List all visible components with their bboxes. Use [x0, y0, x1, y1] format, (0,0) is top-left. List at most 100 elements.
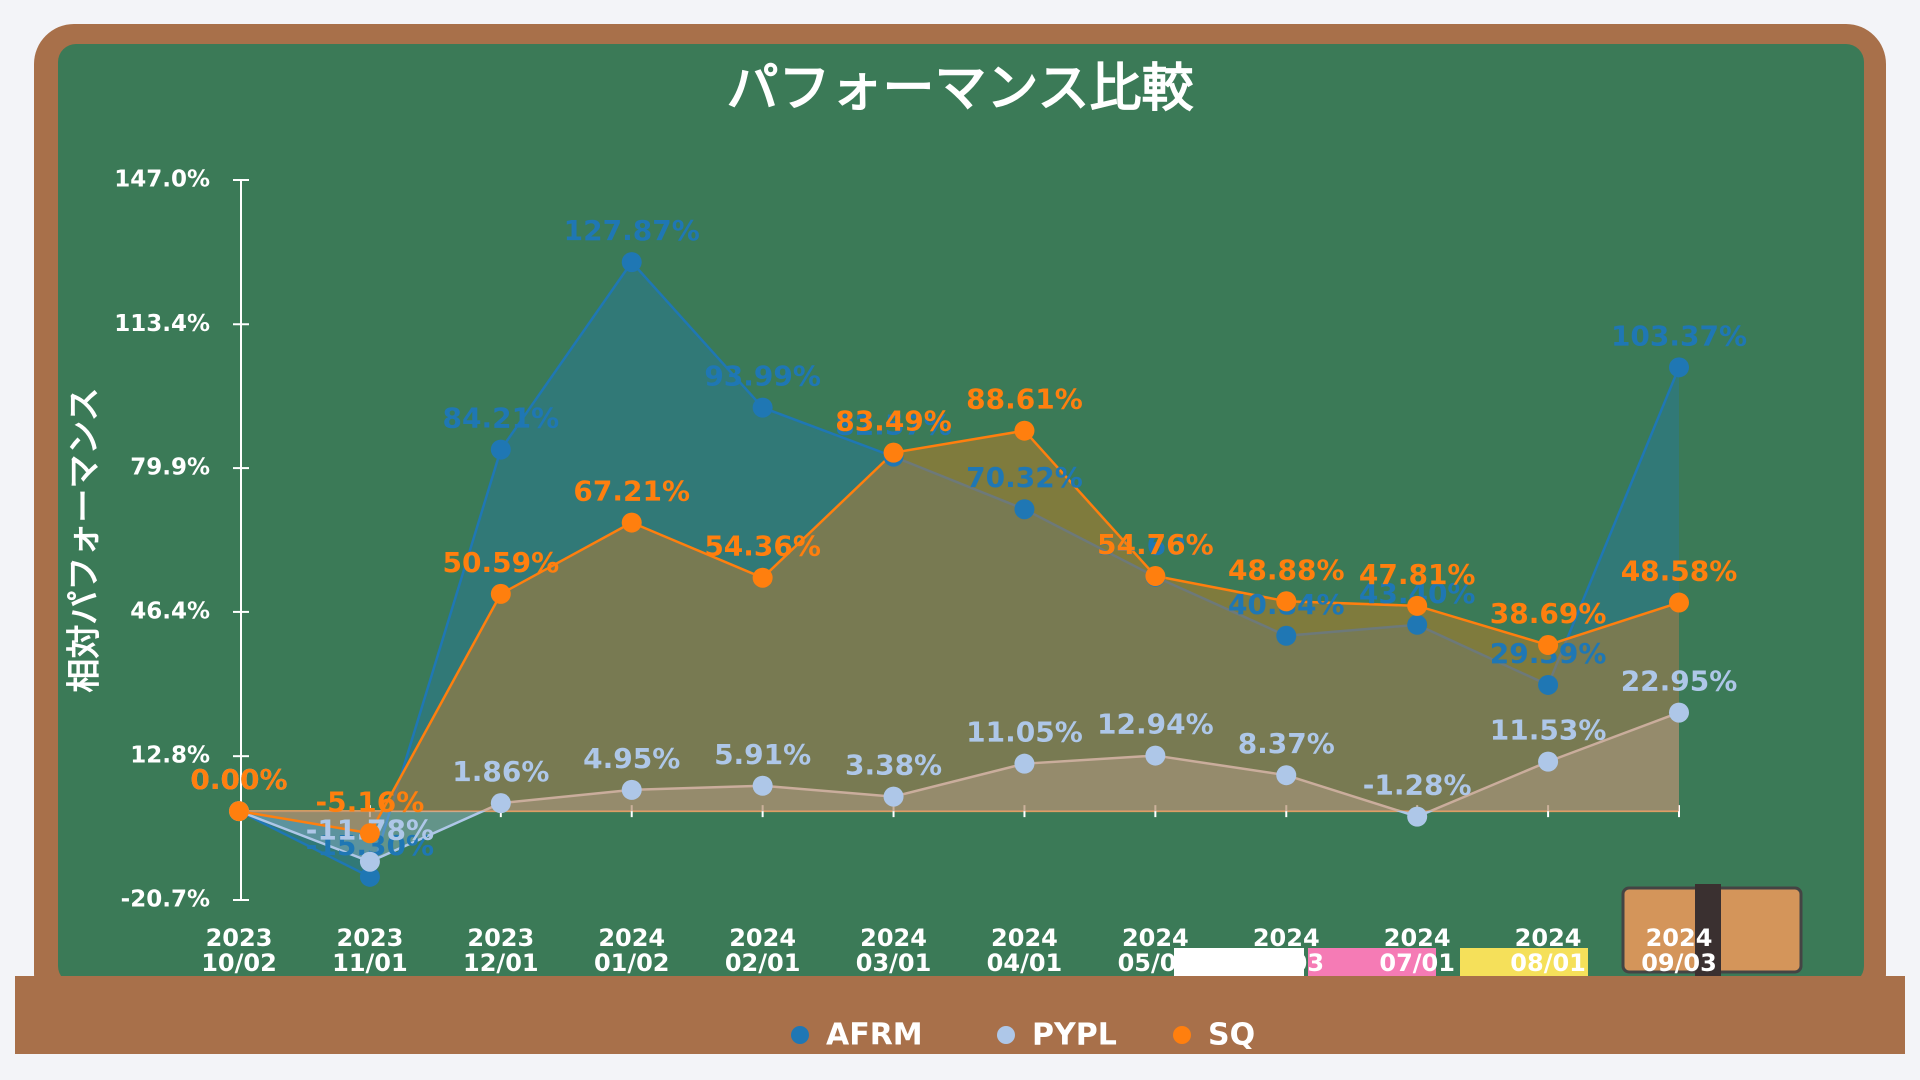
y-tick-label: -20.7% — [121, 887, 210, 913]
data-label: 4.95% — [583, 742, 680, 775]
data-label: 0.00% — [190, 763, 287, 796]
x-tick-label: 2024 01/02 — [593, 924, 670, 977]
y-tick-label: 113.4% — [114, 311, 210, 337]
data-label: 127.87% — [564, 214, 700, 247]
data-label: 82.57% — [835, 409, 952, 442]
x-tick-label: 2024 09/03 — [1641, 924, 1717, 977]
point — [1669, 702, 1689, 723]
x-tick-label: 2024 07/01 — [1379, 924, 1455, 977]
y-tick-label: 79.9% — [130, 455, 210, 481]
point — [1538, 635, 1559, 656]
data-label: 48.58% — [1621, 555, 1738, 588]
point — [490, 439, 511, 460]
point — [229, 801, 249, 822]
area — [239, 712, 1679, 862]
data-label: 47.81% — [1359, 558, 1476, 591]
legend-label: AFRM — [826, 1018, 923, 1053]
point — [1145, 745, 1166, 766]
point — [359, 823, 380, 844]
data-label: 11.05% — [966, 716, 1083, 749]
y-tick-label: 12.8% — [130, 743, 210, 769]
x-tick-label: 2023 10/02 — [201, 924, 277, 977]
data-label: 38.69% — [1490, 597, 1607, 630]
data-label: 88.61% — [966, 383, 1083, 416]
y-tick-label: 46.4% — [130, 598, 210, 624]
point — [1407, 595, 1428, 616]
legend-label: PYPL — [1032, 1018, 1117, 1053]
point — [1014, 499, 1035, 520]
data-label: 54.36% — [704, 530, 821, 563]
legend-marker — [1173, 1026, 1191, 1044]
point — [1276, 765, 1297, 786]
data-label: 84.21% — [443, 402, 560, 435]
board — [58, 44, 1864, 984]
point — [490, 583, 511, 604]
y-axis-label: 相対パフォーマンス — [65, 387, 105, 692]
point — [752, 397, 773, 418]
point — [1407, 614, 1428, 635]
data-label: 0.00% — [190, 763, 287, 796]
data-label: 54.76% — [1097, 528, 1214, 561]
legend: AFRM PYPL SQ — [791, 1018, 1255, 1053]
area — [239, 262, 1679, 877]
plot: -20.7% 12.8% 46.4% 79.9% 113.4% 147.0% 0.00% -1… — [114, 167, 1747, 913]
x-tick-label: 2023 11/01 — [332, 924, 408, 977]
x-tick-label: 2024 02/01 — [724, 924, 801, 977]
legend-label: SQ — [1208, 1018, 1255, 1053]
point — [621, 779, 642, 800]
data-label: 12.94% — [1097, 708, 1214, 741]
data-label: 3.38% — [845, 749, 942, 782]
line — [238, 429, 1680, 835]
data-label: 1.86% — [452, 755, 549, 788]
x-tick-label: 2023 12/01 — [463, 924, 539, 977]
data-label: 67.21% — [573, 475, 690, 508]
point — [1276, 591, 1297, 612]
data-label: 83.49% — [835, 405, 952, 438]
x-tick-label: 2024 08/01 — [1510, 924, 1586, 977]
data-label: -5.16% — [316, 785, 425, 818]
point — [752, 775, 773, 796]
point — [1014, 420, 1035, 441]
point — [359, 851, 380, 872]
data-label: 0.00% — [190, 763, 287, 796]
data-label: 103.37% — [1611, 319, 1747, 352]
shelf — [15, 976, 1905, 1054]
legend-marker — [997, 1026, 1015, 1044]
point — [883, 786, 904, 807]
data-label: 70.32% — [966, 461, 1083, 494]
line — [238, 260, 1681, 879]
point — [1407, 806, 1428, 827]
data-label: 11.53% — [1490, 714, 1607, 747]
point — [1276, 625, 1297, 646]
data-label: 48.88% — [1228, 553, 1345, 586]
data-label: 54.60% — [1097, 529, 1214, 562]
data-label: 5.91% — [714, 738, 811, 771]
legend-marker — [791, 1026, 809, 1044]
y-tick-label: 147.0% — [114, 167, 210, 193]
point — [621, 512, 642, 533]
point — [359, 866, 380, 887]
point — [1538, 751, 1559, 772]
chalk-white — [1174, 948, 1304, 976]
data-label: -1.28% — [1363, 769, 1472, 802]
x-tick-label: 2024 06/03 — [1248, 924, 1325, 977]
data-label: 50.59% — [443, 546, 560, 579]
line — [238, 711, 1680, 864]
point — [621, 252, 642, 273]
point — [1145, 566, 1166, 587]
chart-title: パフォーマンス比較 — [727, 59, 1195, 119]
point — [883, 442, 904, 463]
chalk-yellow — [1460, 948, 1588, 976]
point — [1538, 674, 1559, 695]
data-label: 8.37% — [1238, 727, 1335, 760]
data-label: 22.95% — [1621, 665, 1738, 698]
chalk-pink — [1308, 948, 1436, 976]
area — [239, 430, 1679, 834]
point — [490, 793, 511, 814]
x-tick-label: 2024 05/01 — [1117, 924, 1194, 977]
point — [1669, 592, 1689, 613]
point — [1669, 357, 1689, 378]
x-tick-label: 2024 03/01 — [855, 924, 932, 977]
